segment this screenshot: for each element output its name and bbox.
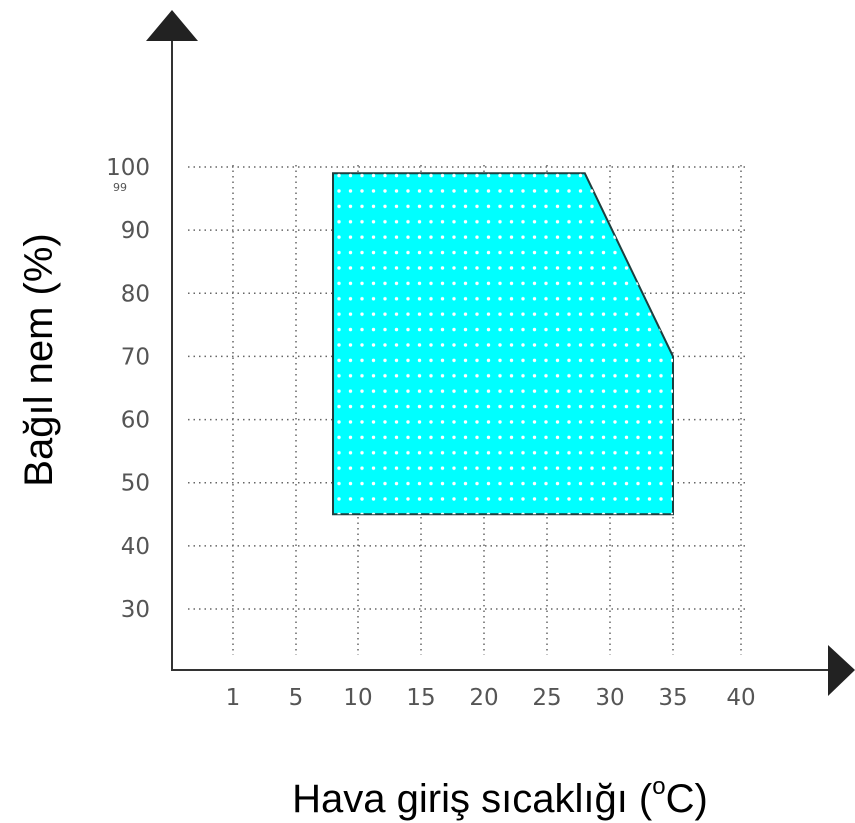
x-tick-label-20: 20 xyxy=(469,685,498,711)
x-axis-arrow-icon xyxy=(828,645,855,696)
y-tick-label-90: 90 xyxy=(121,218,150,244)
y-tick-label-40: 40 xyxy=(121,534,150,560)
x-tick-label-10: 10 xyxy=(343,685,372,711)
operating-region-dot-pattern xyxy=(333,173,673,515)
y-tick-label-50: 50 xyxy=(121,471,150,497)
y-tick-label-100: 100 xyxy=(106,155,150,181)
y-tick-label-30: 30 xyxy=(121,597,150,623)
grid-lines xyxy=(188,165,746,655)
y-tick-labels: 30 40 50 60 70 80 90 100 xyxy=(106,155,150,623)
x-tick-label-1: 1 xyxy=(226,685,241,711)
x-tick-labels: 1 5 10 15 20 25 30 35 40 xyxy=(226,685,756,711)
x-tick-label-15: 15 xyxy=(406,685,435,711)
y-axis-title: Bağıl nem (%) xyxy=(17,233,61,486)
x-axis-title-unit: C) xyxy=(666,777,708,821)
x-tick-label-35: 35 xyxy=(658,685,687,711)
x-tick-label-25: 25 xyxy=(532,685,561,711)
x-axis-title-degree: o xyxy=(652,773,665,800)
x-tick-label-30: 30 xyxy=(595,685,624,711)
x-tick-label-40: 40 xyxy=(726,685,755,711)
y-tick-label-70: 70 xyxy=(121,344,150,370)
y-tick-label-60: 60 xyxy=(121,408,150,434)
x-tick-label-5: 5 xyxy=(289,685,304,711)
x-axis-title: Hava giriş sıcaklığı (oC) xyxy=(292,773,708,821)
x-axis-title-main: Hava giriş sıcaklığı ( xyxy=(292,777,653,821)
y-tick-label-99: 99 xyxy=(113,181,127,194)
y-tick-label-80: 80 xyxy=(121,281,150,307)
y-axis-arrow-icon xyxy=(146,10,198,41)
